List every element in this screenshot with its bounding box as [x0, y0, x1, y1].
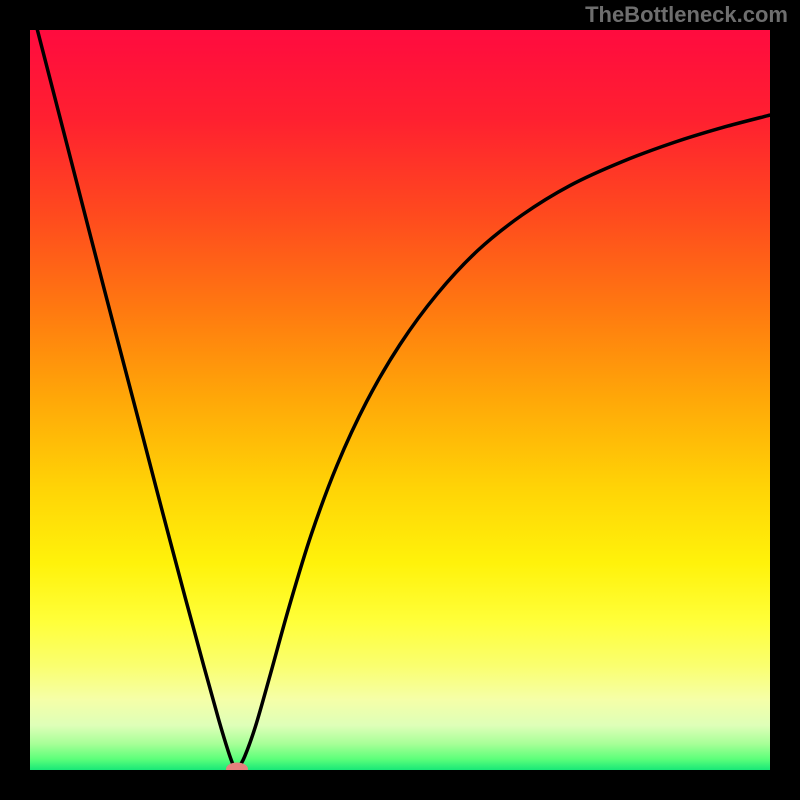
series-left-branch: [37, 30, 237, 770]
watermark-text: TheBottleneck.com: [585, 2, 788, 28]
chart-frame: TheBottleneck.com: [0, 0, 800, 800]
plot-area: [30, 30, 770, 770]
series-right-branch: [237, 115, 770, 770]
curve-layer: [30, 30, 770, 770]
minimum-marker: [226, 762, 248, 770]
